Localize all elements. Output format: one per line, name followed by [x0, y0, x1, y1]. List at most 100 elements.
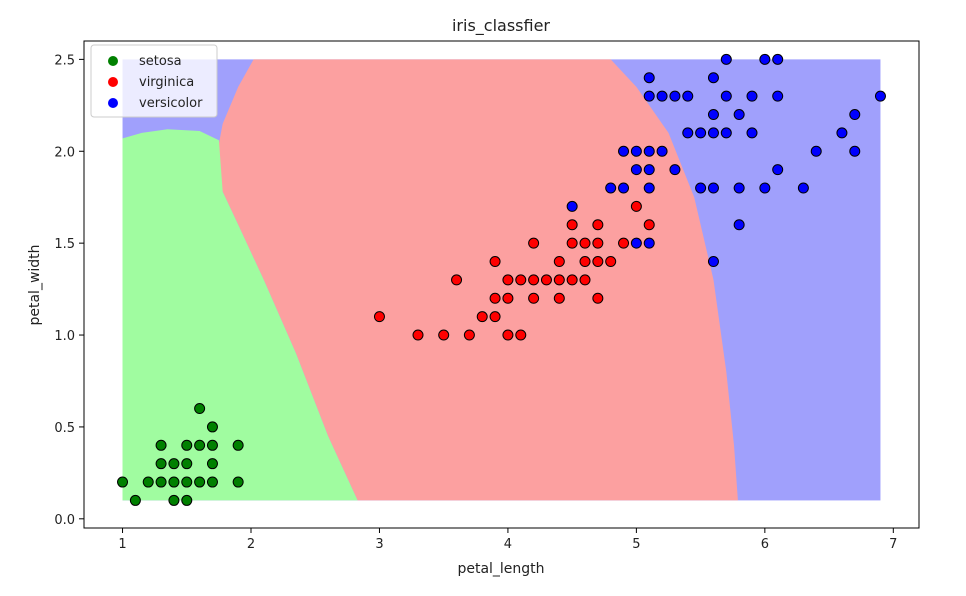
point-versicolor [695, 127, 707, 139]
point-versicolor [707, 109, 719, 121]
point-versicolor [849, 109, 861, 121]
point-setosa [155, 439, 167, 451]
point-versicolor [605, 182, 617, 194]
point-versicolor [695, 182, 707, 194]
point-virginica [502, 329, 514, 341]
point-versicolor [707, 72, 719, 84]
point-versicolor [630, 145, 642, 157]
point-virginica [592, 237, 604, 249]
point-versicolor [643, 90, 655, 102]
y-tick-label: 1.5 [54, 237, 75, 252]
point-virginica [618, 237, 630, 249]
point-versicolor [682, 90, 694, 102]
point-setosa [206, 476, 218, 488]
point-setosa [232, 476, 244, 488]
point-versicolor [746, 90, 758, 102]
point-versicolor [733, 109, 745, 121]
point-versicolor [772, 164, 784, 176]
point-virginica [438, 329, 450, 341]
point-setosa [206, 439, 218, 451]
point-versicolor [669, 164, 681, 176]
decision-regions [122, 59, 881, 501]
point-setosa [194, 403, 206, 415]
point-versicolor [849, 145, 861, 157]
point-versicolor [656, 145, 668, 157]
point-virginica [489, 292, 501, 304]
point-virginica [528, 274, 540, 286]
point-versicolor [643, 145, 655, 157]
point-versicolor [618, 182, 630, 194]
point-versicolor [733, 219, 745, 231]
point-virginica [528, 237, 540, 249]
plot-frame [83, 40, 920, 529]
point-virginica [502, 292, 514, 304]
point-versicolor [682, 127, 694, 139]
point-versicolor [656, 90, 668, 102]
region-setosa [122, 129, 358, 501]
legend-marker-setosa [108, 56, 118, 66]
y-tick-label: 1.0 [54, 329, 75, 344]
point-setosa [232, 439, 244, 451]
point-versicolor [643, 182, 655, 194]
point-versicolor [630, 164, 642, 176]
point-virginica [463, 329, 475, 341]
point-virginica [592, 292, 604, 304]
y-tick-label: 2.0 [54, 145, 75, 160]
point-versicolor [707, 127, 719, 139]
point-versicolor [720, 127, 732, 139]
point-setosa [168, 458, 180, 470]
point-virginica [643, 219, 655, 231]
y-tick-label: 0.0 [54, 513, 75, 528]
point-versicolor [643, 237, 655, 249]
point-setosa [206, 458, 218, 470]
point-virginica [528, 292, 540, 304]
x-tick-label: 6 [761, 537, 769, 552]
point-versicolor [733, 182, 745, 194]
point-virginica [553, 292, 565, 304]
point-setosa [181, 494, 193, 506]
x-axis: 1 2 3 4 5 6 7 [118, 528, 897, 552]
point-setosa [129, 494, 141, 506]
point-virginica [592, 219, 604, 231]
point-versicolor [772, 53, 784, 65]
point-setosa [206, 421, 218, 433]
point-versicolor [772, 90, 784, 102]
point-versicolor [566, 200, 578, 212]
point-virginica [630, 200, 642, 212]
chart-title: iris_classfier [452, 16, 550, 36]
point-setosa [155, 458, 167, 470]
point-versicolor [707, 182, 719, 194]
point-virginica [553, 274, 565, 286]
point-virginica [451, 274, 463, 286]
point-versicolor [836, 127, 848, 139]
point-virginica [566, 219, 578, 231]
y-axis: 0.0 0.5 1.0 1.5 2.0 2.5 [54, 53, 84, 528]
point-setosa [181, 458, 193, 470]
point-virginica [476, 311, 488, 323]
point-virginica [579, 237, 591, 249]
point-virginica [579, 256, 591, 268]
point-virginica [605, 256, 617, 268]
point-versicolor [874, 90, 886, 102]
point-versicolor [759, 53, 771, 65]
point-versicolor [797, 182, 809, 194]
legend-label-setosa: setosa [139, 54, 182, 69]
scatter-points [117, 53, 886, 506]
point-versicolor [643, 164, 655, 176]
point-virginica [489, 311, 501, 323]
point-versicolor [810, 145, 822, 157]
point-virginica [566, 274, 578, 286]
point-setosa [194, 476, 206, 488]
legend: setosa virginica versicolor [90, 44, 218, 118]
point-versicolor [707, 256, 719, 268]
point-setosa [168, 494, 180, 506]
legend-marker-virginica [108, 77, 118, 87]
point-versicolor [618, 145, 630, 157]
point-versicolor [630, 237, 642, 249]
point-virginica [566, 237, 578, 249]
legend-marker-versicolor [108, 98, 118, 108]
point-virginica [515, 274, 527, 286]
point-setosa [155, 476, 167, 488]
point-setosa [181, 476, 193, 488]
